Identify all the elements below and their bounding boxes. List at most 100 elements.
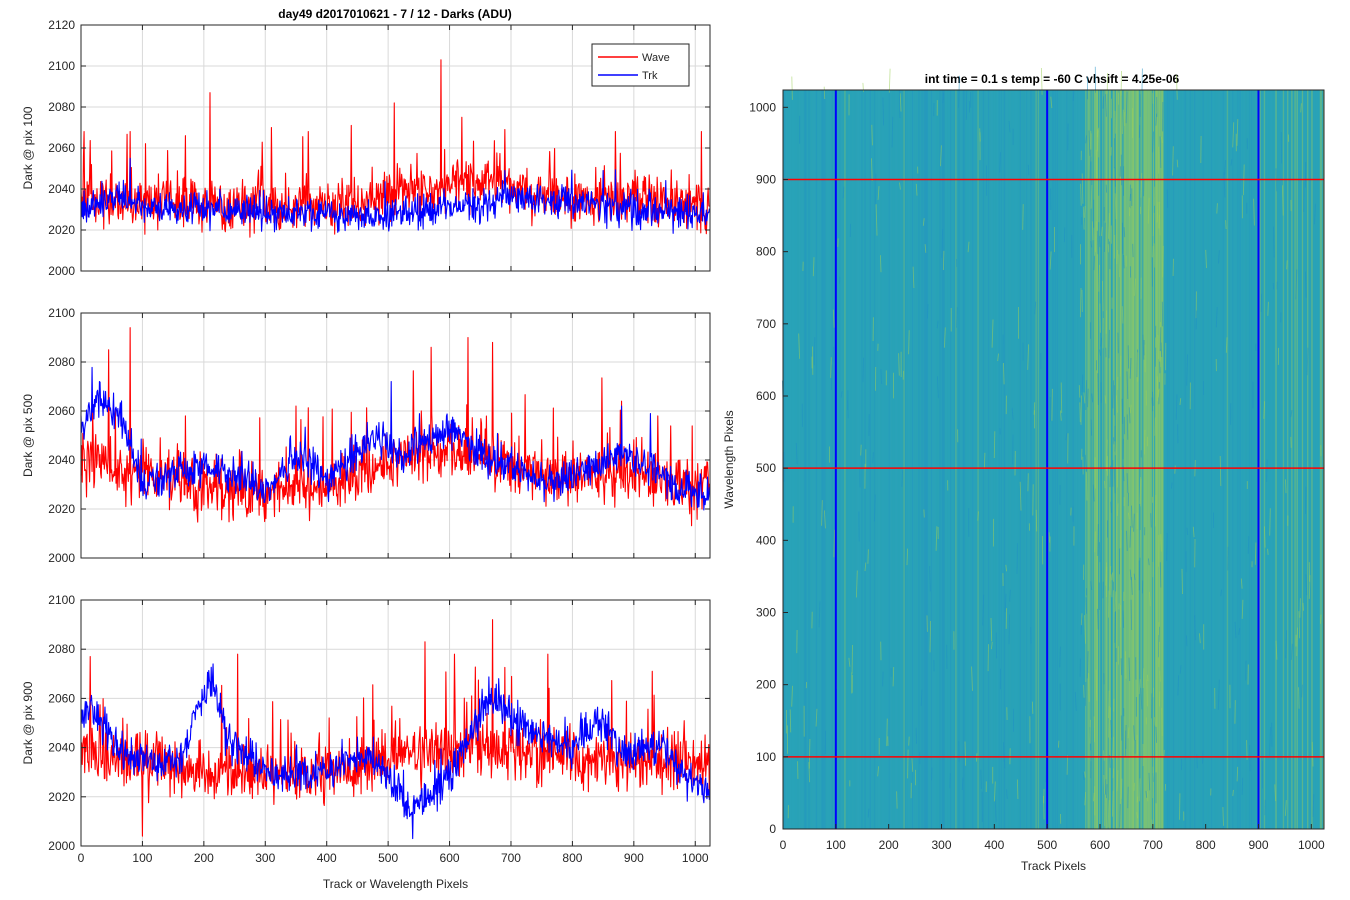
heatmap-speckle [1142, 334, 1145, 360]
heatmap-speckle [1119, 803, 1121, 828]
x-tick-label: 200 [879, 838, 899, 852]
heatmap-speckle [1263, 401, 1266, 419]
heatmap-speckle [1296, 627, 1298, 657]
heatmap-speckle [958, 741, 960, 763]
x-tick-label: 500 [1037, 838, 1057, 852]
heatmap-column [906, 90, 908, 829]
heatmap-speckle [1048, 532, 1051, 543]
heatmap-column [836, 90, 839, 829]
heatmap-column [964, 90, 967, 829]
heatmap-speckle [1161, 707, 1163, 737]
heatmap-column [1312, 90, 1314, 829]
heatmap-speckle [1139, 476, 1142, 505]
line-chart-pix-500: 2000 2020 2040 2060 2080 2100 Dark @ pix 500 [21, 306, 711, 565]
heatmap-speckle [877, 766, 880, 777]
heatmap-column [1122, 90, 1124, 829]
heatmap-column [1273, 90, 1275, 829]
heatmap-column [948, 90, 951, 829]
heatmap-column [1270, 90, 1272, 829]
axes-box [80, 312, 711, 559]
heatmap-column [1136, 90, 1139, 829]
heatmap-speckle [935, 526, 938, 551]
heatmap-speckle [1104, 94, 1107, 117]
heatmap-speckle [1091, 221, 1094, 241]
heatmap-column [1111, 90, 1113, 829]
heatmap-speckle [1099, 303, 1101, 333]
heatmap-column [1317, 90, 1320, 829]
y-tick-label: 2080 [48, 355, 75, 369]
heatmap-column [1141, 90, 1143, 829]
heatmap-speckle [1049, 251, 1052, 270]
heatmap-speckle [1119, 355, 1122, 377]
heatmap-column [1209, 90, 1212, 829]
heatmap-speckle [1114, 167, 1116, 187]
heatmap-speckle [1083, 205, 1086, 218]
heatmap-speckle [1150, 513, 1152, 528]
heatmap-column [810, 90, 812, 829]
heatmap-speckle [1107, 213, 1110, 239]
heatmap-column [1039, 90, 1042, 829]
heatmap-speckle [871, 124, 873, 146]
heatmap-column [1202, 90, 1204, 829]
heatmap-column [1271, 90, 1273, 829]
heatmap-speckle [1078, 385, 1081, 398]
heatmap-column [845, 90, 847, 829]
heatmap-speckle [1219, 455, 1222, 487]
heatmap-column [999, 90, 1001, 829]
heatmap-column [1316, 90, 1318, 829]
heatmap-column [911, 90, 914, 829]
heatmap-column [941, 90, 943, 829]
heatmap-column [1157, 90, 1159, 829]
heatmap-column [1250, 90, 1252, 829]
heatmap-speckle [1152, 131, 1154, 153]
heatmap-speckle [1147, 558, 1150, 566]
heatmap-column [895, 90, 897, 829]
x-tick-label: 900 [1248, 838, 1268, 852]
heatmap-speckle [1160, 534, 1162, 552]
heatmap-column [1241, 90, 1243, 829]
heatmap-speckle [958, 75, 960, 108]
heatmap-column [1229, 90, 1232, 829]
heatmap-speckle [1019, 481, 1022, 511]
heatmap-column [993, 90, 995, 829]
heatmap-column [1035, 90, 1037, 829]
heatmap-speckle [1113, 437, 1115, 445]
heatmap-speckle [1097, 524, 1099, 556]
heatmap-speckle [1285, 630, 1288, 659]
heatmap-speckle [1130, 576, 1133, 595]
heatmap-column [1128, 90, 1130, 829]
heatmap-column [1205, 90, 1208, 829]
heatmap-speckle [1151, 397, 1154, 412]
heatmap-column [784, 90, 786, 829]
heatmap-speckle [1134, 278, 1137, 296]
heatmap-column [1200, 90, 1202, 829]
heatmap-speckle [1088, 673, 1090, 702]
y-tick-label: 100 [756, 750, 776, 764]
heatmap-column [800, 90, 803, 829]
heatmap-speckle [1131, 505, 1133, 528]
heatmap-column [1297, 90, 1299, 829]
heatmap-speckle [1096, 230, 1099, 255]
heatmap-column [1045, 90, 1047, 829]
heatmap-speckle [1125, 91, 1128, 124]
heatmap-column [1144, 90, 1146, 829]
heatmap-column [809, 90, 811, 829]
heatmap-column [1292, 90, 1294, 829]
heatmap-column [1116, 90, 1119, 829]
heatmap-column [1026, 90, 1028, 829]
heatmap-column [1070, 90, 1072, 829]
heatmap-column [1279, 90, 1281, 829]
heatmap-column [1124, 90, 1126, 829]
heatmap-column [903, 90, 905, 829]
heatmap-column [1160, 90, 1162, 829]
heatmap-column [909, 90, 912, 829]
heatmap-column [1166, 90, 1168, 829]
heatmap-speckle [1100, 337, 1103, 347]
heatmap-column [866, 90, 868, 829]
heatmap-speckle [1127, 512, 1130, 520]
heatmap-column [1095, 90, 1098, 829]
heatmap-column [1181, 90, 1183, 829]
heatmap-column [1201, 90, 1203, 829]
heatmap-column [1117, 90, 1120, 829]
heatmap-column [1212, 90, 1214, 829]
